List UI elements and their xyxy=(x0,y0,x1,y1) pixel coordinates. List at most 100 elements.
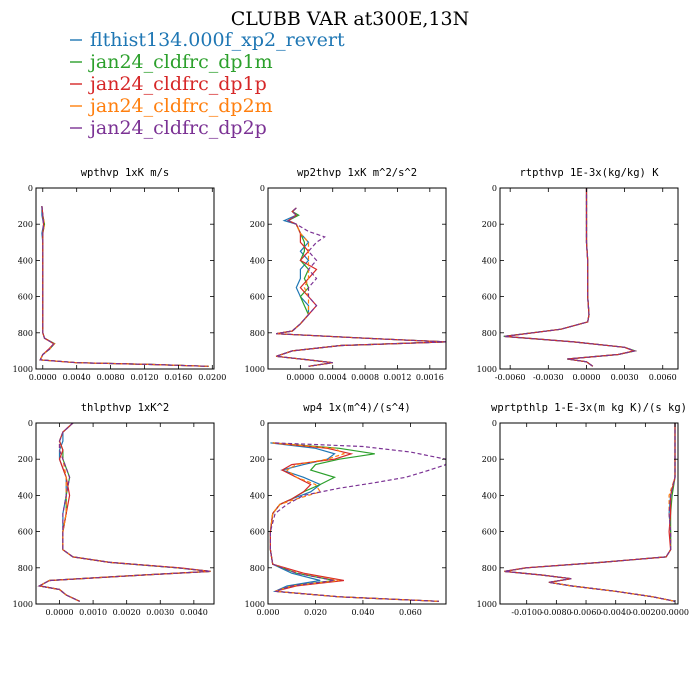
plot-frame xyxy=(35,187,215,370)
series-line xyxy=(37,423,211,602)
y-tick-label: 800 xyxy=(482,329,497,338)
y-tick-label: 400 xyxy=(18,256,33,265)
x-tick-label: 0.0060 xyxy=(649,373,677,382)
y-tick-label: 600 xyxy=(482,528,497,537)
series-group xyxy=(269,442,446,602)
x-tick-label: 0.0000 xyxy=(46,608,74,617)
series-group xyxy=(503,188,637,367)
y-tick-label: 200 xyxy=(18,220,33,229)
panel-title: rtpthvp 1E-3x(kg/kg) K xyxy=(519,167,659,179)
legend-item: jan24_cldfrc_dp2m xyxy=(70,95,273,117)
x-tick-label: 0.040 xyxy=(351,608,374,617)
series-line xyxy=(37,423,211,602)
series-line xyxy=(269,442,439,602)
x-tick-label: 0.0016 xyxy=(416,373,444,382)
x-tick-label: 0.0000 xyxy=(661,608,689,617)
series-group xyxy=(504,423,676,602)
y-tick-label: 1000 xyxy=(477,600,497,609)
figure-title: CLUBB VAR at300E,13N xyxy=(231,8,470,30)
y-tick-label: 1000 xyxy=(477,365,497,374)
legend-label: jan24_cldfrc_dp1m xyxy=(88,51,273,73)
y-tick-label: 600 xyxy=(482,293,497,302)
series-line xyxy=(275,207,446,367)
y-tick-label: 400 xyxy=(250,256,265,265)
x-tick-label: 0.0040 xyxy=(63,373,91,382)
y-tick-label: 600 xyxy=(250,528,265,537)
y-tick-label: 400 xyxy=(18,491,33,500)
series-group xyxy=(39,206,209,367)
legend-label: jan24_cldfrc_dp1p xyxy=(88,73,267,95)
x-tick-label: -0.0030 xyxy=(533,373,564,382)
y-tick-label: 1000 xyxy=(13,365,33,374)
legend: flthist134.000f_xp2_revertjan24_cldfrc_d… xyxy=(70,29,345,139)
x-tick-label: 0.0200 xyxy=(198,373,226,382)
series-line xyxy=(37,423,211,602)
y-tick-label: 200 xyxy=(250,220,265,229)
plot-frame xyxy=(267,187,447,370)
x-tick-label: 0.0160 xyxy=(164,373,192,382)
plot-frame xyxy=(499,187,679,370)
series-line xyxy=(39,206,209,367)
plot-frame xyxy=(35,422,215,605)
panel-2: wp2thvp 1xK m^2/s^2 0 200 400 600 800 1000 0.00… xyxy=(245,167,447,382)
series-group xyxy=(37,423,211,602)
x-tick-label: 0.000 xyxy=(257,608,280,617)
series-line xyxy=(37,423,211,602)
x-tick-label: -0.0060 xyxy=(495,373,526,382)
legend-label: flthist134.000f_xp2_revert xyxy=(90,29,345,51)
y-tick-label: 600 xyxy=(18,528,33,537)
y-tick-label: 800 xyxy=(250,564,265,573)
y-tick-label: 200 xyxy=(18,455,33,464)
y-tick-label: 600 xyxy=(250,293,265,302)
x-tick-label: 0.060 xyxy=(399,608,422,617)
series-line xyxy=(275,207,446,367)
series-line xyxy=(504,423,676,602)
y-tick-label: 600 xyxy=(18,293,33,302)
series-line xyxy=(39,206,209,367)
x-tick-label: 0.0000 xyxy=(29,373,57,382)
y-tick-label: 0 xyxy=(28,184,33,193)
legend-item: jan24_cldfrc_dp1m xyxy=(70,51,273,73)
panel-title: wp2thvp 1xK m^2/s^2 xyxy=(297,167,417,179)
legend-label: jan24_cldfrc_dp2m xyxy=(88,95,273,117)
y-tick-label: 0 xyxy=(492,419,497,428)
series-line xyxy=(39,206,209,367)
panel-3: rtpthvp 1E-3x(kg/kg) K02004006008001000-… xyxy=(477,167,679,382)
series-line xyxy=(269,442,439,602)
series-line xyxy=(39,206,208,367)
x-tick-label: -0.0060 xyxy=(571,608,602,617)
x-tick-label: -0.0040 xyxy=(600,608,631,617)
x-tick-label: 0.0000 xyxy=(286,373,314,382)
y-tick-label: 0 xyxy=(28,419,33,428)
series-line xyxy=(37,423,211,602)
panel-6: wprtpthlp 1-E-3x(m kg K)/(s kg) 0 200 400 60… xyxy=(477,402,689,617)
series-group xyxy=(275,207,446,367)
panel-title: wpthvp 1xK m/s xyxy=(81,167,170,179)
y-tick-label: 400 xyxy=(250,491,265,500)
y-tick-label: 400 xyxy=(482,491,497,500)
series-line xyxy=(503,188,637,367)
x-tick-label: -0.0020 xyxy=(630,608,661,617)
series-line xyxy=(503,188,637,367)
x-tick-label: 0.020 xyxy=(304,608,327,617)
panel-title: wprtpthlp 1-E-3x(m kg K)/(s kg) xyxy=(491,402,687,414)
y-tick-label: 1000 xyxy=(13,600,33,609)
x-tick-label: 0.0012 xyxy=(383,373,411,382)
legend-label: jan24_cldfrc_dp2p xyxy=(88,117,267,139)
y-tick-label: 200 xyxy=(482,455,497,464)
x-tick-label: 0.0010 xyxy=(79,608,107,617)
legend-item: jan24_cldfrc_dp1p xyxy=(70,73,267,95)
x-tick-label: -0.0080 xyxy=(541,608,572,617)
panel-title: wp4 1x(m^4)/(s^4) xyxy=(303,402,410,414)
series-line xyxy=(505,188,636,367)
x-tick-label: 0.0008 xyxy=(351,373,379,382)
x-tick-label: 0.0004 xyxy=(319,373,347,382)
plot-frame xyxy=(499,422,679,605)
legend-item: flthist134.000f_xp2_revert xyxy=(70,29,345,51)
series-line xyxy=(504,423,676,602)
y-tick-label: 200 xyxy=(250,455,265,464)
y-tick-label: 200 xyxy=(482,220,497,229)
